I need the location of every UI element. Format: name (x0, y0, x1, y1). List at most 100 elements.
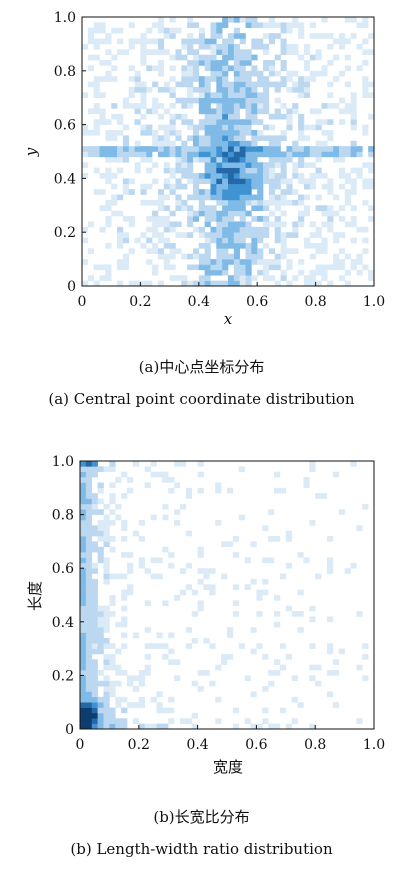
heatmap-cell (198, 92, 205, 98)
heatmap-cell (93, 54, 100, 61)
heatmap-cell (91, 627, 98, 633)
heatmap-cell (80, 696, 87, 703)
heatmap-cell (87, 27, 94, 34)
heatmap-cell (169, 151, 176, 158)
heatmap-cell (263, 226, 270, 233)
heatmap-cell (105, 221, 112, 228)
heatmap-cell (146, 280, 153, 287)
heatmap-cell (203, 568, 210, 574)
heatmap-cell (105, 216, 112, 222)
heatmap-cell (203, 573, 210, 580)
heatmap-cell (350, 103, 357, 109)
heatmap-cell (91, 680, 98, 687)
heatmap-cell (303, 237, 311, 244)
heatmap-cell (127, 487, 134, 494)
plot-a-xtick-label: 0.4 (188, 294, 210, 310)
heatmap-cell (303, 43, 311, 50)
heatmap-cell (128, 146, 135, 152)
heatmap-cell (181, 119, 188, 125)
heatmap-cell (362, 199, 369, 206)
heatmap-cell (292, 189, 299, 195)
heatmap-cell (117, 49, 124, 55)
heatmap-cell (350, 146, 357, 152)
heatmap-cell (197, 600, 204, 607)
heatmap-cell (251, 226, 258, 233)
heatmap-cell (181, 156, 188, 163)
heatmap-cell (228, 178, 235, 185)
heatmap-cell (121, 616, 128, 623)
plot-b-ytick-label: 0.8 (52, 508, 74, 524)
heatmap-cell (356, 525, 363, 531)
heatmap-cell (138, 670, 145, 676)
heatmap-cell (80, 595, 87, 601)
heatmap-cell (87, 146, 94, 152)
heatmap-cell (286, 259, 293, 265)
heatmap-cell (87, 151, 94, 158)
heatmap-cell (350, 97, 357, 104)
heatmap-cell (140, 86, 147, 93)
heatmap-cell (228, 65, 235, 72)
heatmap-cell (321, 264, 328, 271)
heatmap-cell (327, 280, 334, 287)
heatmap-cell (368, 33, 375, 39)
plot-b-xlabel: 宽度 (213, 758, 243, 776)
heatmap-cell (169, 76, 176, 82)
heatmap-cell (298, 124, 305, 131)
heatmap-cell (204, 108, 211, 115)
heatmap-cell (344, 280, 351, 287)
heatmap-cell (233, 253, 240, 260)
heatmap-cell (251, 135, 258, 142)
heatmap-cell (152, 135, 159, 142)
heatmap-cell (251, 194, 258, 201)
heatmap-cell (111, 183, 118, 190)
plot-b-xtick-label: 0.4 (186, 737, 208, 753)
heatmap-cell (263, 221, 270, 228)
heatmap-cell (187, 49, 194, 55)
heatmap-cell (344, 54, 351, 61)
heatmap-cell (204, 129, 211, 136)
heatmap-cell (140, 151, 147, 158)
heatmap-cell (356, 259, 363, 265)
heatmap-cell (279, 643, 287, 649)
heatmap-cell (146, 129, 153, 136)
heatmap-cell (326, 568, 334, 574)
heatmap-cell (216, 189, 223, 195)
heatmap-cell (93, 43, 100, 50)
caption-a-en: (a) Central point coordinate distributio… (48, 390, 355, 408)
heatmap-cell (117, 259, 124, 265)
heatmap-cell (233, 237, 240, 244)
heatmap-cell (121, 718, 128, 724)
heatmap-cell (216, 124, 223, 131)
heatmap-cell (327, 146, 334, 152)
heatmap-cell (117, 119, 124, 125)
heatmap-cell (216, 43, 223, 50)
heatmap-cell (122, 135, 130, 142)
heatmap-cell (210, 216, 217, 222)
heatmap-cell (105, 49, 112, 55)
heatmap-cell (286, 280, 293, 287)
heatmap-cell (315, 194, 322, 201)
heatmap-cell (233, 33, 240, 39)
heatmap-cell (292, 199, 299, 206)
heatmap-cell (257, 162, 264, 168)
heatmap-cell (87, 275, 94, 281)
heatmap-cell (338, 183, 346, 190)
heatmap-cell (210, 65, 217, 72)
heatmap-cell (321, 269, 328, 276)
heatmap-cell (204, 194, 211, 201)
heatmap-cell (187, 221, 194, 228)
heatmap-cell (222, 242, 229, 249)
heatmap-cell (85, 509, 93, 515)
heatmap-cell (303, 92, 311, 98)
heatmap-cell (80, 659, 87, 665)
heatmap-cell (169, 210, 176, 217)
heatmap-cell (233, 232, 240, 238)
heatmap-cell (109, 718, 116, 724)
heatmap-cell (251, 140, 258, 147)
heatmap-cell (233, 269, 240, 276)
heatmap-cell (315, 124, 322, 131)
heatmap-cell (362, 38, 369, 45)
heatmap-cell (274, 221, 281, 228)
heatmap-cell (245, 189, 252, 195)
heatmap-cell (239, 65, 246, 72)
